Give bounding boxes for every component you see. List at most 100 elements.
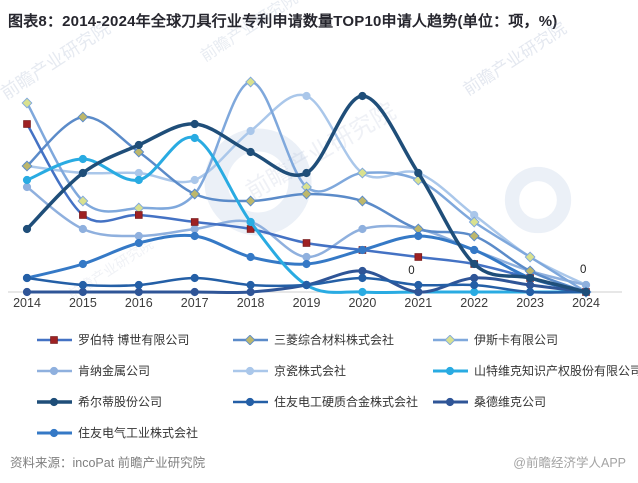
- legend-swatch: [433, 397, 468, 406]
- legend-label: 伊斯卡有限公司: [474, 333, 559, 347]
- legend-label: 住友电气工业株式会社: [78, 426, 199, 440]
- legend-swatch: [433, 334, 468, 345]
- legend-swatch: [233, 366, 268, 375]
- trend-chart: 前瞻产业研究院前瞻产业研究院前瞻产业研究院前瞻产业研究院前瞻产业研究院前瞻产业研…: [0, 0, 622, 310]
- x-tick-label: 2015: [69, 296, 97, 310]
- data-point-marker: [445, 397, 455, 406]
- legend-swatch: [37, 428, 72, 437]
- data-point-marker: [79, 211, 87, 219]
- legend-label: 桑德维克公司: [474, 395, 547, 409]
- data-point-marker: [358, 287, 367, 297]
- data-point-marker: [470, 280, 479, 290]
- data-point-marker: [302, 91, 311, 101]
- data-point-marker: [78, 287, 88, 297]
- x-tick-label: 2021: [404, 296, 432, 310]
- data-point-marker: [245, 366, 255, 375]
- data-point-marker: [302, 252, 311, 262]
- x-tick-label: 2014: [13, 296, 41, 310]
- data-point-marker: [49, 428, 59, 437]
- data-point-marker: [190, 224, 199, 234]
- data-point-marker: [246, 126, 255, 136]
- data-point-marker: [468, 230, 480, 242]
- series-line: [25, 93, 588, 287]
- legend-item: 山特维克知识产权股份有限公司: [432, 362, 638, 379]
- legend-item: 三菱综合材料株式会社: [232, 331, 432, 348]
- chart-legend: 罗伯特 博世有限公司 三菱综合材料株式会社 伊斯卡有限公司 肯纳金属公司 京瓷株式会社 山…: [36, 331, 638, 441]
- data-point-marker: [414, 280, 423, 290]
- data-point-marker: [301, 181, 312, 193]
- x-tick-label: 2024: [572, 296, 600, 310]
- data-point-marker: [22, 175, 32, 185]
- data-point-marker: [49, 366, 59, 375]
- data-point-marker: [524, 251, 536, 263]
- watermark-text: 前瞻产业研究院: [0, 18, 114, 103]
- footer: 资料来源：incoPat 前瞻产业研究院 @前瞻经济学人APP: [10, 452, 626, 471]
- data-point-marker: [414, 231, 423, 241]
- series-line: [25, 135, 588, 295]
- legend-label: 住友电工硬质合金株式会社: [274, 395, 419, 409]
- legend-item: 住友电工硬质合金株式会社: [232, 393, 432, 410]
- data-point-marker: [134, 168, 143, 178]
- data-point-marker: [358, 91, 367, 101]
- data-point-marker: [246, 252, 255, 262]
- watermark-logo: [504, 166, 572, 234]
- data-point-marker: [190, 133, 199, 143]
- data-point-marker: [22, 182, 32, 192]
- x-tick-label: 2023: [516, 296, 544, 310]
- data-point-marker: [358, 266, 367, 276]
- watermark-text: 前瞻产业研究院: [460, 19, 570, 100]
- legend-item: 肯纳金属公司: [36, 362, 232, 379]
- x-tick-label: 2022: [460, 296, 488, 310]
- legend-swatch: [37, 335, 72, 344]
- data-point-marker: [78, 168, 88, 178]
- data-point-marker: [190, 231, 199, 241]
- data-point-marker: [358, 245, 367, 255]
- data-point-marker: [133, 202, 145, 214]
- legend-label: 山特维克知识产权股份有限公司: [474, 364, 638, 378]
- data-point-marker: [22, 224, 32, 234]
- data-point-marker: [468, 216, 480, 228]
- legend-swatch: [233, 397, 268, 406]
- data-point-marker: [245, 397, 255, 406]
- data-point-marker: [356, 167, 368, 179]
- data-point-marker: [49, 397, 59, 406]
- data-point-marker: [526, 273, 535, 283]
- data-point-marker: [414, 168, 423, 178]
- legend-item: 希尔蒂股份公司: [36, 393, 232, 410]
- data-point-marker: [21, 160, 33, 172]
- data-point-marker: [302, 259, 311, 269]
- data-point-marker: [190, 273, 199, 283]
- data-point-marker: [245, 76, 257, 88]
- data-point-marker: [133, 146, 145, 158]
- source-note: 资料来源：incoPat 前瞻产业研究院: [10, 456, 206, 470]
- credit-note: @前瞻经济学人APP: [513, 456, 626, 470]
- x-tick-label: 2020: [348, 296, 376, 310]
- data-point-marker: [77, 195, 89, 207]
- legend-swatch: [233, 334, 268, 345]
- data-point-marker: [189, 188, 201, 200]
- data-point-marker: [581, 287, 591, 297]
- data-point-marker: [470, 287, 479, 297]
- watermark-text: 前瞻产业研究院: [197, 0, 301, 65]
- data-point-marker: [190, 287, 199, 297]
- legend-label: 罗伯特 博世有限公司: [78, 333, 190, 347]
- data-point-marker: [524, 265, 536, 277]
- data-point-marker: [246, 217, 255, 227]
- data-point-marker: [246, 280, 255, 290]
- legend-label: 希尔蒂股份公司: [78, 395, 163, 409]
- data-point-marker: [526, 280, 535, 290]
- data-point-marker: [190, 218, 199, 226]
- data-label-zero: 0: [408, 265, 414, 277]
- data-point-marker: [190, 175, 199, 185]
- data-point-marker: [302, 239, 311, 247]
- page-title: 图表8：2014-2024年全球刀具行业专利申请数量TOP10申请人趋势(单位：…: [8, 13, 558, 30]
- legend-item: 桑德维克公司: [432, 393, 638, 410]
- data-point-marker: [78, 259, 88, 269]
- x-tick-label: 2019: [293, 296, 321, 310]
- data-point-marker: [22, 273, 32, 283]
- x-tick-label: 2017: [181, 296, 209, 310]
- data-point-marker: [78, 280, 88, 290]
- data-point-marker: [134, 175, 143, 185]
- legend-swatch: [37, 366, 72, 375]
